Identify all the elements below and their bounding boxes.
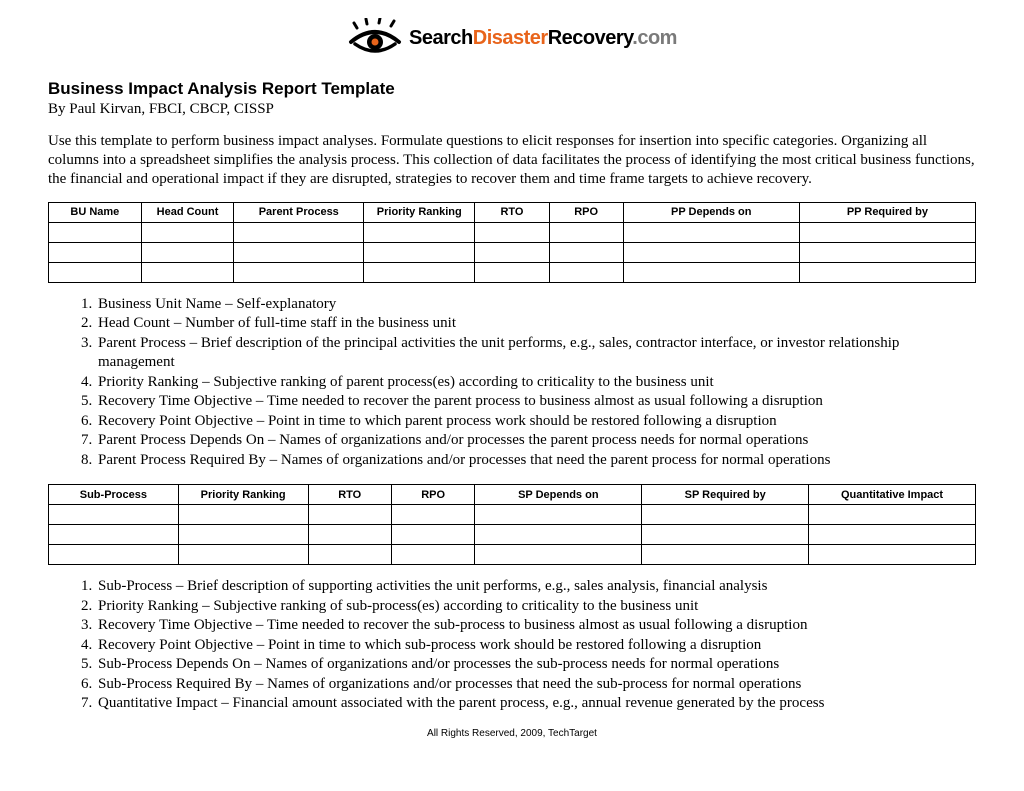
list-item: Sub-Process Required By – Names of organ…: [96, 675, 976, 695]
table-header-cell: SP Required by: [642, 485, 809, 505]
footer-copyright: All Rights Reserved, 2009, TechTarget: [48, 728, 976, 739]
table-cell: [178, 545, 308, 565]
table-cell: [308, 505, 391, 525]
table-cell: [391, 545, 474, 565]
table-cell: [49, 222, 142, 242]
table-cell: [49, 505, 179, 525]
table-cell: [49, 242, 142, 262]
sub-process-table: Sub-ProcessPriority RankingRTORPOSP Depe…: [48, 484, 976, 565]
list-item: Parent Process Required By – Names of or…: [96, 451, 976, 471]
table-header-cell: RPO: [391, 485, 474, 505]
table-cell: [799, 242, 975, 262]
table-cell: [364, 222, 475, 242]
table-cell: [49, 525, 179, 545]
table-cell: [234, 262, 364, 282]
list-item: Quantitative Impact – Financial amount a…: [96, 694, 976, 714]
parent-process-definitions: Business Unit Name – Self-explanatoryHea…: [48, 295, 976, 471]
table-cell: [475, 545, 642, 565]
table-cell: [141, 222, 234, 242]
table-cell: [549, 222, 623, 242]
table-header-cell: Parent Process: [234, 202, 364, 222]
list-item: Sub-Process Depends On – Names of organi…: [96, 655, 976, 675]
list-item: Recovery Point Objective – Point in time…: [96, 412, 976, 432]
table-header-cell: Priority Ranking: [364, 202, 475, 222]
table-cell: [141, 262, 234, 282]
table-cell: [809, 545, 976, 565]
table-cell: [623, 242, 799, 262]
list-item: Parent Process – Brief description of th…: [96, 334, 976, 373]
table-row: [49, 545, 976, 565]
list-item: Sub-Process – Brief description of suppo…: [96, 577, 976, 597]
table-header-cell: RTO: [475, 202, 549, 222]
table-cell: [475, 222, 549, 242]
table-cell: [799, 262, 975, 282]
table-row: [49, 242, 976, 262]
table-cell: [642, 545, 809, 565]
eye-icon: [347, 18, 403, 58]
table-cell: [178, 505, 308, 525]
table-header-cell: SP Depends on: [475, 485, 642, 505]
table-cell: [49, 545, 179, 565]
list-item: Recovery Time Objective – Time needed to…: [96, 616, 976, 636]
document-page: SearchDisasterRecovery.com Business Impa…: [0, 0, 1024, 749]
table-row: [49, 222, 976, 242]
table-header-cell: Head Count: [141, 202, 234, 222]
list-item: Parent Process Depends On – Names of org…: [96, 431, 976, 451]
table-cell: [49, 262, 142, 282]
table-cell: [623, 262, 799, 282]
page-title: Business Impact Analysis Report Template: [48, 79, 976, 99]
table-cell: [308, 525, 391, 545]
table-cell: [475, 242, 549, 262]
table-cell: [391, 505, 474, 525]
table-cell: [475, 505, 642, 525]
list-item: Priority Ranking – Subjective ranking of…: [96, 597, 976, 617]
table-cell: [549, 262, 623, 282]
table-cell: [809, 505, 976, 525]
table-header-cell: BU Name: [49, 202, 142, 222]
table-row: [49, 262, 976, 282]
logo-word-recovery: Recovery: [548, 27, 633, 49]
logo-word-search: Search: [409, 27, 473, 49]
table-cell: [475, 525, 642, 545]
table-cell: [141, 242, 234, 262]
table-cell: [308, 545, 391, 565]
logo-container: SearchDisasterRecovery.com: [48, 18, 976, 63]
table-header-cell: PP Required by: [799, 202, 975, 222]
table-cell: [809, 525, 976, 545]
list-item: Priority Ranking – Subjective ranking of…: [96, 373, 976, 393]
table-cell: [234, 222, 364, 242]
table-cell: [799, 222, 975, 242]
table-cell: [391, 525, 474, 545]
list-item: Head Count – Number of full-time staff i…: [96, 314, 976, 334]
byline: By Paul Kirvan, FBCI, CBCP, CISSP: [48, 101, 976, 118]
table-cell: [178, 525, 308, 545]
sub-process-definitions: Sub-Process – Brief description of suppo…: [48, 577, 976, 714]
table-cell: [364, 262, 475, 282]
table-row: [49, 505, 976, 525]
logo-word-dotcom: .com: [632, 27, 677, 49]
table-cell: [549, 242, 623, 262]
table-header-cell: RPO: [549, 202, 623, 222]
logo-text: SearchDisasterRecovery.com: [409, 27, 677, 50]
table-cell: [234, 242, 364, 262]
table-cell: [364, 242, 475, 262]
table-header-cell: RTO: [308, 485, 391, 505]
table-cell: [475, 262, 549, 282]
table-row: [49, 525, 976, 545]
table-header-cell: Quantitative Impact: [809, 485, 976, 505]
site-logo: SearchDisasterRecovery.com: [347, 18, 677, 58]
table-header-cell: Priority Ranking: [178, 485, 308, 505]
list-item: Recovery Point Objective – Point in time…: [96, 636, 976, 656]
logo-word-disaster: Disaster: [473, 27, 548, 49]
table-cell: [642, 505, 809, 525]
table-cell: [642, 525, 809, 545]
table-cell: [623, 222, 799, 242]
list-item: Business Unit Name – Self-explanatory: [96, 295, 976, 315]
parent-process-table: BU NameHead CountParent ProcessPriority …: [48, 202, 976, 283]
table-header-cell: PP Depends on: [623, 202, 799, 222]
list-item: Recovery Time Objective – Time needed to…: [96, 392, 976, 412]
table-header-cell: Sub-Process: [49, 485, 179, 505]
intro-paragraph: Use this template to perform business im…: [48, 132, 976, 190]
